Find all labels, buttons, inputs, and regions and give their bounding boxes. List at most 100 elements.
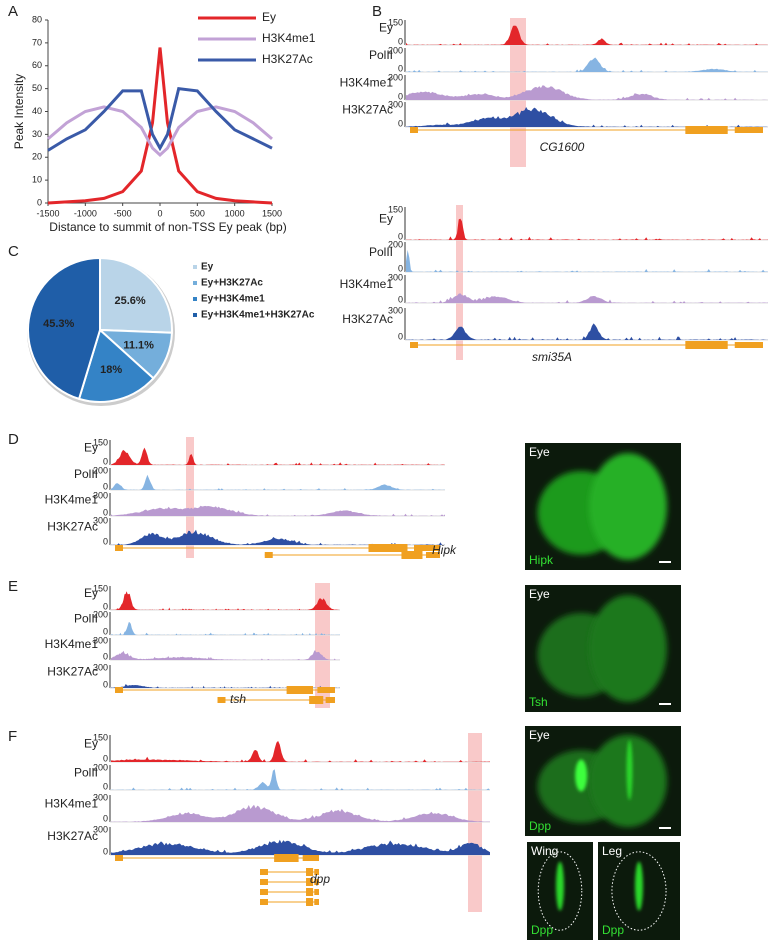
exon — [309, 696, 324, 704]
exon — [306, 878, 314, 886]
exon — [217, 697, 226, 703]
exon — [115, 687, 123, 693]
slice-label: 11.1% — [123, 340, 154, 352]
legend-label: H3K4me1 — [262, 31, 316, 45]
highlight — [186, 437, 194, 558]
signal — [111, 740, 490, 762]
signal-blob — [626, 740, 633, 800]
exon — [115, 855, 123, 861]
gene-name: tsh — [230, 692, 246, 706]
track-max: 300 — [93, 490, 108, 500]
y-tick-label: 60 — [32, 60, 42, 70]
x-axis-title: Distance to summit of non-TSS Ey peak (b… — [49, 220, 286, 234]
track-min: 0 — [398, 294, 403, 304]
gene-name: dpp — [310, 872, 330, 886]
track-min: 0 — [103, 813, 108, 823]
signal — [111, 622, 340, 635]
legend-label: Ey+H3K27Ac — [201, 278, 263, 289]
y-tick-label: 50 — [32, 83, 42, 93]
track-min: 0 — [103, 651, 108, 661]
exon — [314, 889, 319, 895]
image-stain: Tsh — [529, 695, 548, 709]
image-region: Eye — [529, 445, 550, 459]
exon — [306, 868, 314, 876]
signal — [111, 591, 340, 610]
track-max: 150 — [93, 437, 108, 447]
image-stain: Dpp — [602, 923, 624, 937]
exon — [685, 126, 728, 134]
exon — [302, 855, 319, 861]
track-name: Ey — [379, 212, 393, 226]
track-name: Ey — [84, 737, 98, 751]
signal — [406, 218, 768, 240]
track-name: H3K27Ac — [47, 829, 98, 843]
legend-swatch — [193, 265, 197, 269]
track-name: PolII — [369, 245, 393, 259]
track-max: 150 — [388, 17, 403, 27]
track-max: 300 — [388, 272, 403, 282]
x-tick-label: -1000 — [74, 208, 97, 218]
pie-slice — [27, 256, 101, 401]
track-name: H3K4me1 — [340, 277, 394, 291]
track-min: 0 — [103, 846, 108, 856]
track-name: PolII — [74, 612, 98, 626]
track-min: 0 — [103, 753, 108, 763]
track-name: PolII — [74, 467, 98, 481]
exon — [401, 551, 423, 559]
exon — [260, 889, 268, 895]
signal — [111, 804, 490, 822]
track-name: H3K27Ac — [342, 312, 393, 326]
track-max: 300 — [93, 635, 108, 645]
tissue — [588, 453, 667, 560]
exon — [306, 898, 314, 906]
track-max: 200 — [93, 465, 108, 475]
track-max: 300 — [93, 792, 108, 802]
track-max: 300 — [388, 305, 403, 315]
signal — [406, 293, 768, 303]
signal — [406, 107, 768, 127]
series-line — [47, 105, 273, 158]
signal — [406, 25, 768, 45]
exon — [264, 552, 273, 558]
track-min: 0 — [398, 231, 403, 241]
signal — [111, 474, 445, 490]
signal — [111, 684, 340, 688]
track-max: 200 — [93, 609, 108, 619]
track-max: 300 — [93, 662, 108, 672]
signal-blob — [556, 861, 564, 911]
highlight — [456, 205, 463, 360]
track-name: H3K4me1 — [45, 797, 99, 811]
track-name: H3K27Ac — [47, 665, 98, 679]
exon — [685, 341, 728, 349]
signal — [111, 529, 445, 545]
track-max: 200 — [388, 239, 403, 249]
y-tick-label: 80 — [32, 14, 42, 24]
track-name: Ey — [379, 21, 393, 35]
track-max: 150 — [93, 732, 108, 742]
slice-label: 45.3% — [43, 318, 74, 330]
track-min: 0 — [103, 481, 108, 491]
track-min: 0 — [398, 263, 403, 273]
slice-label: 25.6% — [114, 295, 145, 307]
track-name: PolII — [74, 766, 98, 780]
track-max: 200 — [93, 762, 108, 772]
legend-swatch — [193, 297, 197, 301]
x-tick-label: 1000 — [225, 208, 245, 218]
outline — [537, 851, 583, 931]
track-min: 0 — [398, 91, 403, 101]
exon — [410, 127, 418, 133]
y-tick-label: 10 — [32, 175, 42, 185]
y-axis-title: Peak Intensity — [12, 74, 26, 149]
exon — [734, 127, 763, 133]
image-stain: Dpp — [529, 819, 551, 833]
tissue — [588, 595, 667, 702]
panel-label: F — [8, 728, 17, 745]
legend-swatch — [193, 313, 197, 317]
track-name: H3K27Ac — [47, 520, 98, 534]
exon — [260, 869, 268, 875]
gene-name: CG1600 — [540, 140, 585, 154]
track-max: 300 — [93, 824, 108, 834]
signal-blob — [575, 759, 588, 792]
exon — [314, 869, 319, 875]
signal — [111, 650, 340, 660]
